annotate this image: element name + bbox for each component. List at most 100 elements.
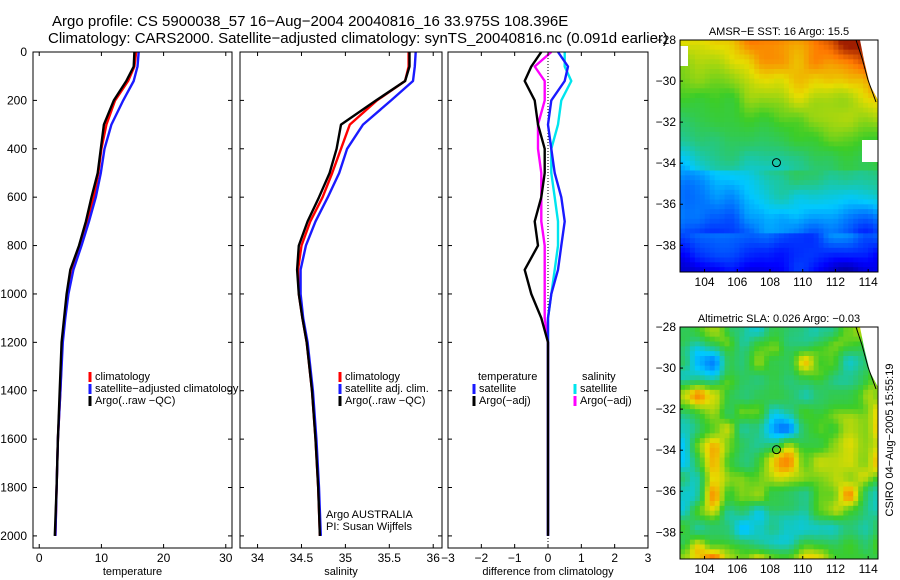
map-cell — [699, 165, 706, 171]
map-cell — [769, 107, 775, 113]
map-cell — [739, 472, 745, 478]
map-cell — [689, 223, 696, 229]
map-cell — [823, 428, 829, 434]
map-cell — [858, 554, 864, 560]
map-cell — [774, 428, 780, 434]
map-cell — [764, 544, 770, 550]
map-cell — [858, 98, 864, 104]
map-cell — [774, 472, 780, 478]
map-cell — [689, 462, 696, 468]
map-cell — [798, 433, 805, 439]
map-cell — [739, 247, 745, 254]
map-cell — [808, 73, 815, 80]
map-cell — [754, 40, 760, 46]
x-axis-label: difference from climatology — [482, 566, 614, 578]
map-cell — [779, 257, 785, 263]
map-cell — [739, 243, 745, 249]
map-cell — [858, 223, 864, 229]
map-cell — [749, 189, 755, 196]
map-cell — [684, 112, 691, 118]
map-cell — [724, 554, 730, 560]
map-cell — [813, 156, 819, 162]
map-cell — [813, 98, 819, 104]
map-cell — [798, 346, 805, 352]
map-cell — [734, 443, 740, 449]
map-cell — [709, 491, 716, 497]
map-cell — [719, 414, 725, 420]
map-cell — [808, 204, 815, 210]
map-cell — [873, 228, 879, 234]
map-cell — [744, 44, 750, 51]
map-cell — [704, 327, 711, 333]
map-cell — [788, 127, 795, 133]
map-cell — [774, 122, 780, 128]
map-cell — [754, 327, 760, 333]
map-cell — [774, 331, 780, 338]
map-cell — [863, 189, 869, 196]
map-cell — [853, 136, 859, 142]
map-cell — [694, 69, 701, 75]
map-cell — [798, 404, 805, 410]
map-cell — [719, 380, 725, 386]
map-cell — [828, 49, 834, 55]
map-cell — [828, 189, 834, 196]
map-cell — [694, 491, 701, 497]
map-cell — [788, 136, 795, 142]
map-cell — [833, 117, 839, 123]
map-cell — [858, 476, 864, 483]
map-cell — [769, 175, 775, 181]
map-cell — [828, 481, 834, 487]
map-cell — [724, 534, 730, 541]
map-cell — [838, 102, 844, 109]
map-cell — [769, 380, 775, 386]
map-cell — [759, 136, 765, 142]
map-cell — [754, 233, 760, 239]
map-cell — [793, 380, 800, 386]
map-cell — [828, 122, 834, 128]
map-cell — [704, 443, 711, 449]
map-cell — [724, 491, 730, 497]
map-cell — [689, 438, 696, 444]
map-cell — [764, 64, 770, 70]
map-cell — [858, 360, 864, 367]
map-cell — [853, 467, 859, 473]
map-cell — [779, 243, 785, 249]
map-cell — [724, 462, 730, 468]
map-cell — [783, 93, 790, 99]
map-cell — [823, 375, 829, 381]
map-cell — [808, 117, 815, 123]
map-cell — [803, 83, 810, 89]
map-cell — [823, 233, 829, 239]
map-cell — [714, 170, 720, 176]
map-cell — [858, 336, 864, 342]
map-cell — [843, 438, 849, 444]
map-cell — [739, 443, 745, 449]
map-cell — [803, 389, 810, 396]
map-cell — [853, 151, 859, 157]
map-cell — [813, 404, 819, 410]
map-cell — [853, 443, 859, 449]
map-cell — [793, 539, 800, 545]
map-cell — [724, 418, 730, 425]
map-cell — [729, 544, 735, 550]
map-cell — [729, 73, 735, 80]
map-cell — [699, 486, 706, 492]
map-cell — [843, 443, 849, 449]
map-cell — [858, 414, 864, 420]
map-cell — [868, 481, 874, 487]
map-cell — [744, 170, 750, 176]
map-cell — [719, 515, 725, 521]
argo-float-marker — [771, 445, 781, 455]
map-cell — [744, 539, 750, 545]
map-cell — [734, 389, 740, 396]
map-cell — [803, 54, 810, 60]
map-cell — [868, 380, 874, 386]
map-cell — [853, 457, 859, 463]
map-cell — [744, 510, 750, 516]
map-cell — [779, 486, 785, 492]
map-cell — [699, 194, 706, 200]
map-cell — [734, 409, 740, 415]
map-cell — [684, 534, 691, 541]
map-cell — [823, 423, 829, 429]
map-cell — [759, 414, 765, 420]
